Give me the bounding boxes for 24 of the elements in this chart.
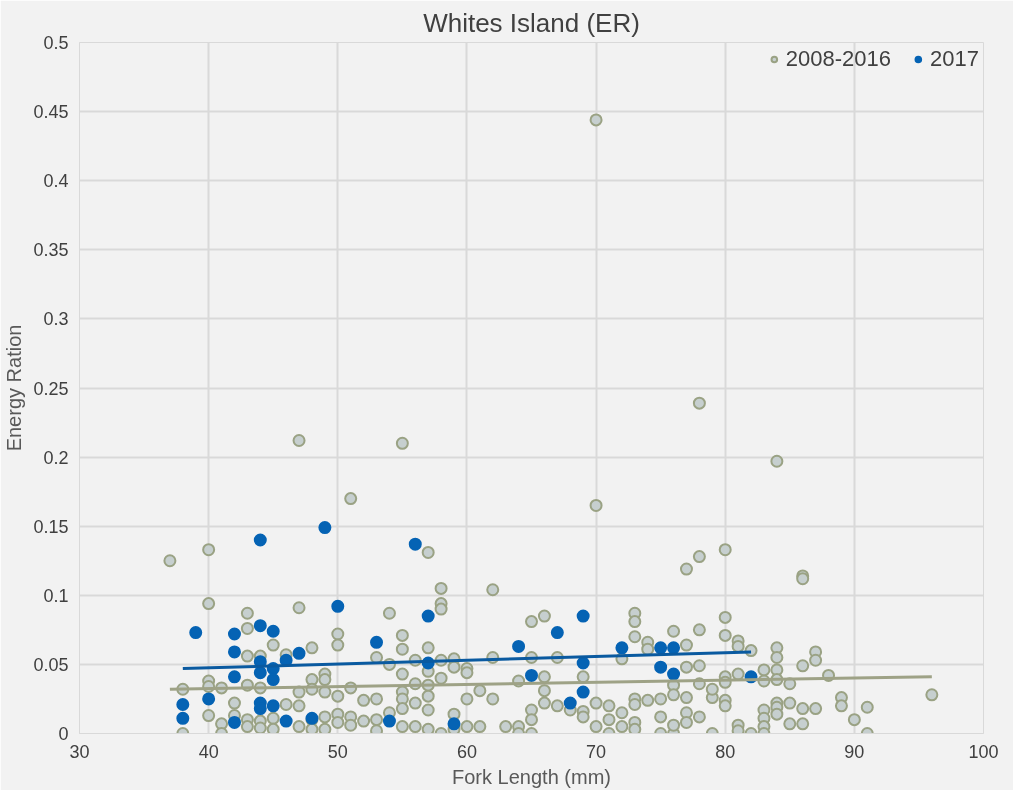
y-tick-label: 0.25 bbox=[33, 378, 69, 399]
y-tick-label: 0.4 bbox=[43, 171, 69, 192]
y-axis-title: Energy Ration bbox=[3, 324, 26, 452]
y-tick-label: 0.3 bbox=[43, 309, 69, 330]
x-tick-label: 50 bbox=[327, 741, 348, 762]
y-tick-label: 0.45 bbox=[33, 102, 69, 123]
legend-label: 2017 bbox=[930, 46, 979, 72]
y-tick-label: 0.35 bbox=[33, 240, 69, 261]
y-tick-label: 0.05 bbox=[33, 654, 69, 675]
x-tick-label: 90 bbox=[844, 741, 865, 762]
x-axis-title: Fork Length (mm) bbox=[452, 765, 611, 788]
x-tick-label: 30 bbox=[69, 741, 90, 762]
y-tick-label: 0.15 bbox=[33, 516, 69, 537]
x-tick-label: 70 bbox=[586, 741, 607, 762]
x-tick-label: 100 bbox=[968, 741, 999, 762]
chart-title: Whites Island (ER) bbox=[423, 7, 640, 38]
y-tick-label: 0.1 bbox=[43, 585, 69, 606]
x-tick-label: 80 bbox=[715, 741, 736, 762]
x-tick-label: 40 bbox=[198, 741, 219, 762]
y-tick-label: 0 bbox=[58, 724, 69, 744]
x-tick-label: 60 bbox=[456, 741, 477, 762]
y-tick-label: 0.2 bbox=[43, 447, 69, 468]
y-tick-label: 0.5 bbox=[43, 33, 69, 53]
legend-label: 2008-2016 bbox=[785, 46, 892, 72]
